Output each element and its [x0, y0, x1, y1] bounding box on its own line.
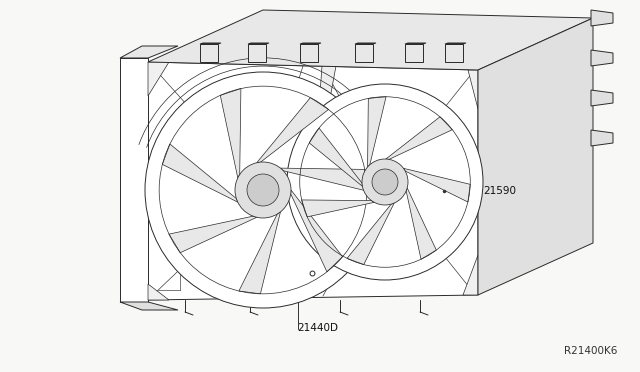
Polygon shape: [313, 66, 336, 190]
Polygon shape: [445, 43, 466, 44]
Polygon shape: [355, 44, 373, 62]
Polygon shape: [200, 43, 221, 44]
Polygon shape: [248, 43, 269, 44]
Polygon shape: [405, 44, 423, 62]
Polygon shape: [468, 70, 478, 109]
Polygon shape: [148, 62, 478, 300]
Circle shape: [247, 174, 279, 206]
Polygon shape: [120, 302, 178, 310]
Polygon shape: [120, 58, 148, 302]
Circle shape: [287, 84, 483, 280]
Polygon shape: [403, 169, 470, 202]
Polygon shape: [406, 188, 436, 259]
Polygon shape: [280, 168, 367, 191]
Polygon shape: [257, 97, 328, 163]
Polygon shape: [248, 44, 266, 62]
Polygon shape: [355, 43, 376, 44]
Polygon shape: [300, 43, 321, 44]
Polygon shape: [148, 10, 593, 70]
Polygon shape: [386, 117, 452, 159]
Polygon shape: [301, 200, 374, 217]
Polygon shape: [163, 144, 238, 202]
Polygon shape: [120, 46, 178, 58]
Text: R21400K6: R21400K6: [564, 346, 618, 356]
Polygon shape: [347, 203, 394, 264]
Polygon shape: [309, 128, 362, 186]
Polygon shape: [591, 90, 613, 106]
Text: 21590: 21590: [483, 186, 516, 196]
Polygon shape: [367, 97, 386, 167]
Polygon shape: [169, 216, 257, 253]
Polygon shape: [239, 212, 280, 294]
Circle shape: [362, 159, 408, 205]
Circle shape: [145, 72, 381, 308]
Polygon shape: [463, 255, 478, 295]
Polygon shape: [148, 284, 169, 300]
Circle shape: [235, 162, 291, 218]
Polygon shape: [591, 50, 613, 66]
Polygon shape: [591, 130, 613, 146]
Polygon shape: [405, 43, 426, 44]
Polygon shape: [445, 44, 463, 62]
Polygon shape: [220, 89, 241, 178]
Polygon shape: [300, 44, 318, 62]
Polygon shape: [200, 44, 218, 62]
Text: 21440D: 21440D: [298, 323, 339, 333]
Polygon shape: [478, 18, 593, 295]
Polygon shape: [291, 190, 342, 272]
Circle shape: [372, 169, 398, 195]
Polygon shape: [148, 62, 169, 96]
Polygon shape: [591, 10, 613, 26]
